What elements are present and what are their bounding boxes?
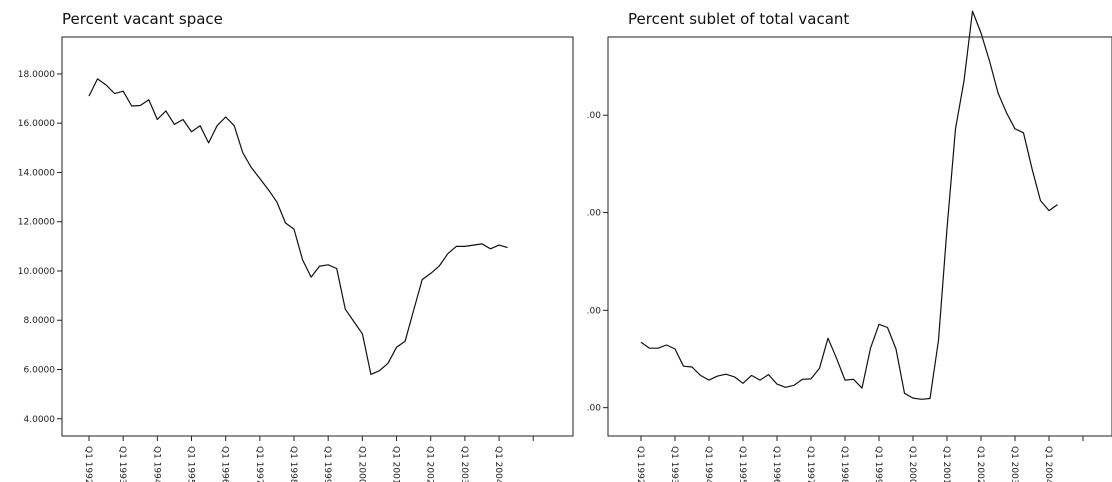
vacant-y-tick-label-5: 14.0000: [18, 168, 55, 178]
vacant-y-tick-label-3: 10.0000: [18, 267, 55, 277]
vacant-series-line: [88, 78, 508, 375]
vacant-y-tick-label-0: 4.0000: [24, 415, 56, 425]
vacant-plot-frame: [61, 36, 574, 437]
sublet-x-tick-label-4: Q1 1996: [771, 446, 781, 482]
sublet-x-tick-label-3: Q1 1995: [737, 446, 747, 482]
sublet-x-tick-label-9: Q1 2001: [941, 446, 951, 482]
vacant-x-tick-label-6: Q1 1998: [288, 446, 298, 482]
vacant-y-tick-label-4: 12.0000: [18, 218, 55, 228]
sublet-x-tick-label-12: Q1 2004: [1043, 446, 1053, 482]
sublet-x-tick-label-8: Q1 2000: [907, 446, 917, 482]
sublet-x-tick-label-10: Q1 2002: [975, 446, 985, 482]
vacant-x-tick-label-10: Q1 2002: [425, 446, 435, 482]
vacant-x-tick-label-11: Q1 2003: [459, 446, 469, 482]
sublet-y-tick-label-1: .00: [587, 306, 602, 316]
vacant-x-tick-label-7: Q1 1999: [322, 446, 332, 482]
vacant-x-tick-label-1: Q1 1993: [117, 446, 127, 482]
chart-title-vacant-space: Percent vacant space: [62, 10, 223, 28]
vacant-x-tick-label-9: Q1 2001: [391, 446, 401, 482]
sublet-plot-frame: [607, 36, 1112, 437]
vacant-x-tick-label-4: Q1 1996: [220, 446, 230, 482]
sublet-y-tick-label-2: .00: [587, 209, 602, 219]
sublet-series-line: [640, 10, 1058, 400]
sublet-x-tick-label-11: Q1 2003: [1009, 446, 1019, 482]
vacant-y-tick-label-6: 16.0000: [18, 119, 55, 129]
sublet-x-tick-label-6: Q1 1998: [839, 446, 849, 482]
vacant-x-tick-label-8: Q1 2000: [356, 446, 366, 482]
vacant-x-tick-label-5: Q1 1997: [254, 446, 264, 482]
sublet-x-tick-label-1: Q1 1993: [669, 446, 679, 482]
sublet-x-tick-label-5: Q1 1997: [805, 446, 815, 482]
chart-title-sublet: Percent sublet of total vacant: [628, 10, 850, 28]
vacant-x-tick-label-3: Q1 1995: [186, 446, 196, 482]
sublet-x-tick-label-0: Q1 1992: [635, 446, 645, 482]
vacant-y-tick-label-2: 8.0000: [24, 316, 56, 326]
vacant-y-tick-label-7: 18.0000: [18, 70, 55, 80]
sublet-x-tick-label-7: Q1 1999: [873, 446, 883, 482]
vacant-x-tick-label-0: Q1 1992: [83, 446, 93, 482]
sublet-x-tick-label-2: Q1 1994: [703, 446, 713, 482]
vacant-x-tick-label-2: Q1 1994: [151, 446, 161, 482]
vacant-x-tick-label-12: Q1 2004: [493, 446, 503, 482]
vacant-y-tick-label-1: 6.0000: [24, 366, 56, 376]
sublet-y-tick-label-3: .00: [587, 111, 602, 121]
sublet-y-tick-label-0: .00: [587, 404, 602, 414]
